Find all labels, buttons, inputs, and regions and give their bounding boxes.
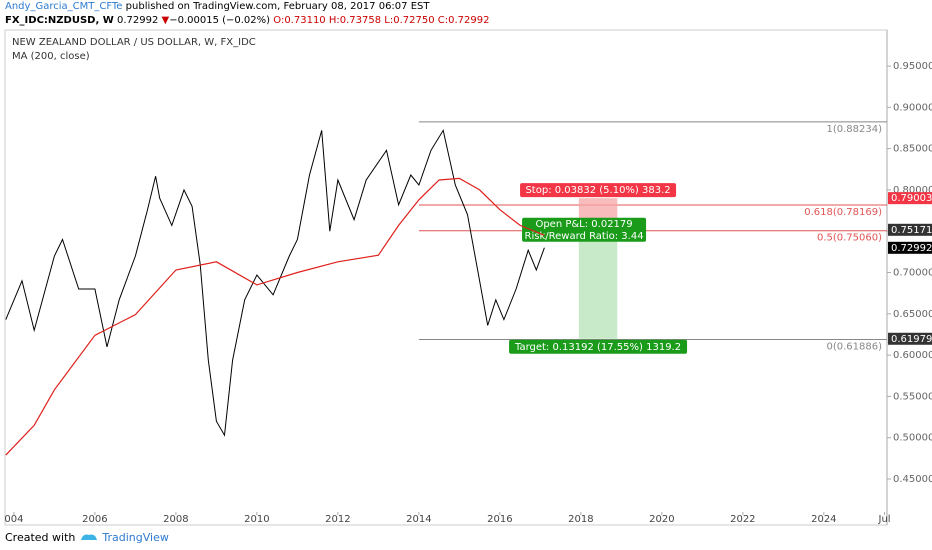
x-tick-label: 2012	[325, 514, 350, 525]
x-tick-label: 2014	[406, 514, 431, 525]
rr-label: Risk/Reward Ratio: 3.44	[525, 231, 644, 242]
ma-line	[5, 177, 545, 456]
created: Created with	[5, 531, 76, 544]
y-tick-label: 0.80000	[893, 185, 932, 196]
chart: NEW ZEALAND DOLLAR / US DOLLAR, W, FX_ID…	[4, 29, 932, 526]
fib-label: 1(0.88234)	[826, 124, 882, 135]
last: 0.72992	[116, 15, 159, 26]
fib-label: 0.618(0.78169)	[804, 207, 882, 218]
price-tag-label: 0.75171	[891, 225, 932, 236]
chart-title: NEW ZEALAND DOLLAR / US DOLLAR, W, FX_ID…	[12, 37, 256, 48]
brand[interactable]: TradingView	[102, 531, 169, 544]
y-tick-label: 0.65000	[893, 309, 932, 320]
high: H:0.73758	[328, 15, 382, 26]
fib-label: 0.5(0.75060)	[817, 233, 882, 244]
author[interactable]: Andy_Garcia_CMT_CFTe	[5, 1, 123, 12]
target-zone	[578, 229, 618, 339]
y-tick-label: 0.50000	[893, 433, 932, 444]
x-tick-label: 2006	[82, 514, 107, 525]
published: published on TradingView.com, February 0…	[125, 1, 430, 12]
header-line-1: Andy_Garcia_CMT_CFTe published on Tradin…	[5, 1, 429, 12]
price-tag-label: 0.79003	[891, 193, 932, 204]
x-tick-label: 004	[4, 514, 23, 525]
footer: Created with TradingView	[5, 531, 169, 544]
logo	[80, 534, 97, 540]
price-tag	[888, 223, 932, 236]
fib-label: 0(0.61886)	[826, 342, 882, 353]
y-tick-label: 0.70000	[893, 268, 932, 279]
open: O:0.73110	[273, 15, 326, 26]
x-tick-label: Jul	[878, 514, 891, 525]
arrow: ▼	[161, 15, 170, 26]
price-tag-label: 0.61979	[891, 334, 932, 345]
target-label: Target: 0.13192 (17.55%) 1319.2	[514, 342, 681, 353]
x-tick-label: 2020	[649, 514, 674, 525]
price-tag-label: 0.72992	[891, 243, 932, 254]
price-line	[5, 129, 545, 437]
y-tick-label: 0.60000	[893, 350, 932, 361]
y-tick-label: 0.90000	[893, 102, 932, 113]
y-tick-label: 0.45000	[893, 474, 932, 485]
stop-box	[520, 183, 677, 198]
price-tag	[888, 241, 932, 254]
change: −0.00015 (−0.02%)	[169, 15, 271, 26]
target-box	[509, 339, 688, 354]
x-tick-label: 2024	[811, 514, 836, 525]
y-tick-label: 0.95000	[893, 61, 932, 72]
y-tick-label: 0.55000	[893, 391, 932, 402]
x-tick-label: 2008	[163, 514, 188, 525]
symbol: FX_IDC:NZDUSD, W	[5, 15, 114, 26]
header-line-2: FX_IDC:NZDUSD, W 0.72992 ▼−0.00015 (−0.0…	[5, 15, 490, 26]
x-tick-label: 2016	[487, 514, 512, 525]
price-tag	[888, 332, 932, 345]
x-tick-label: 2018	[568, 514, 593, 525]
pnl-box	[522, 217, 647, 242]
chart-subtitle: MA (200, close)	[12, 51, 90, 62]
x-tick-label: 2022	[730, 514, 755, 525]
x-tick-label: 2010	[244, 514, 269, 525]
stop-label: Stop: 0.03832 (5.10%) 383.2	[525, 185, 670, 196]
y-tick-label: 0.85000	[893, 144, 932, 155]
price-tag	[888, 192, 932, 205]
pnl-label: Open P&L: 0.02179	[535, 219, 632, 230]
low: L:0.72750	[384, 15, 435, 26]
plot-frame	[4, 29, 888, 526]
close: C:0.72992	[437, 15, 490, 26]
